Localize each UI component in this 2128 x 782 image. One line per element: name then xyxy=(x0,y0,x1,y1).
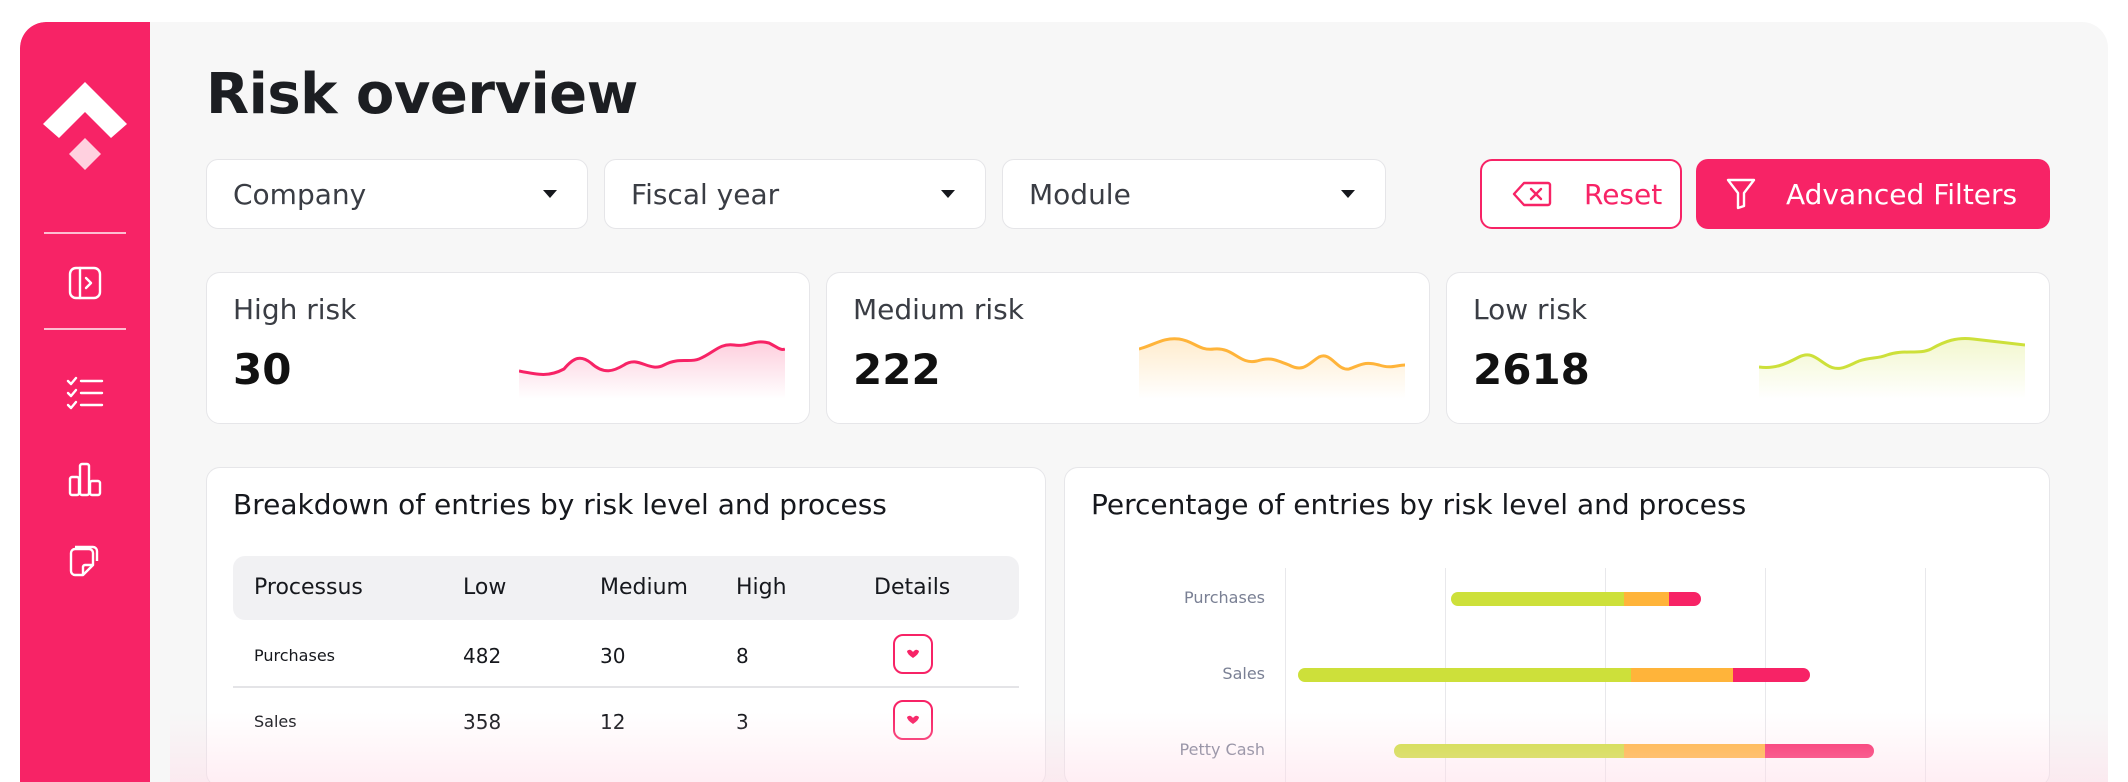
brand-logo[interactable] xyxy=(41,80,129,186)
grid-line xyxy=(1925,568,1926,782)
column-header: Processus xyxy=(254,575,363,600)
caret-down-icon xyxy=(941,190,955,198)
medium-cell: 30 xyxy=(600,644,626,668)
low-cell: 358 xyxy=(463,710,502,734)
kpi-value: 222 xyxy=(853,345,941,394)
high-cell: 3 xyxy=(736,710,749,734)
heart-dropdown-icon xyxy=(907,649,919,658)
breakdown-panel: Breakdown of entries by risk level and p… xyxy=(206,467,1046,782)
low-risk-sparkline xyxy=(1759,337,2025,399)
bar-segment-low xyxy=(1297,668,1631,682)
column-header: High xyxy=(736,575,787,600)
process-cell: Purchases xyxy=(254,646,335,665)
documents-icon[interactable] xyxy=(64,540,106,582)
high-risk-sparkline xyxy=(519,340,785,399)
bar-segment-low xyxy=(1451,592,1625,606)
stacked-bar[interactable] xyxy=(1451,592,1701,606)
table-header: Processus Low Medium High Details xyxy=(233,556,1019,620)
fiscal-year-dropdown[interactable]: Fiscal year xyxy=(604,159,986,229)
reset-button-label: Reset xyxy=(1584,177,1663,211)
grid-line xyxy=(1285,568,1286,782)
app-window: Risk overview Company Fiscal year Module… xyxy=(20,22,2108,782)
advanced-filters-button[interactable]: Advanced Filters xyxy=(1696,159,2050,229)
bar-segment-high xyxy=(1732,668,1810,682)
caret-down-icon xyxy=(1341,190,1355,198)
column-header: Low xyxy=(463,575,507,600)
reset-button[interactable]: Reset xyxy=(1480,159,1682,229)
table-row: Sales 358 12 3 xyxy=(233,688,1019,754)
table-row: Purchases 482 30 8 xyxy=(233,622,1019,688)
bar-segment-medium xyxy=(1624,592,1669,606)
process-cell: Sales xyxy=(254,712,297,731)
advanced-filters-label: Advanced Filters xyxy=(1786,177,2018,211)
percentage-title: Percentage of entries by risk level and … xyxy=(1091,488,1747,521)
kpi-value: 30 xyxy=(233,345,292,394)
category-label: Purchases xyxy=(1184,588,1265,607)
sidebar-divider xyxy=(44,328,126,330)
page-title: Risk overview xyxy=(206,62,638,127)
kpi-label: Medium risk xyxy=(853,293,1024,326)
stacked-bar[interactable] xyxy=(1297,668,1810,682)
heart-dropdown-icon xyxy=(907,715,919,724)
kpi-label: High risk xyxy=(233,293,357,326)
column-header: Details xyxy=(874,575,951,600)
bar-segment-low xyxy=(1393,744,1625,758)
medium-cell: 12 xyxy=(600,710,626,734)
company-dropdown-label: Company xyxy=(233,177,367,211)
funnel-icon xyxy=(1726,178,1756,210)
kpi-label: Low risk xyxy=(1473,293,1588,326)
backspace-icon xyxy=(1512,181,1552,207)
details-button[interactable] xyxy=(893,700,933,740)
high-cell: 8 xyxy=(736,644,749,668)
medium-risk-sparkline xyxy=(1139,337,1405,399)
sidebar xyxy=(20,22,150,782)
column-header: Medium xyxy=(600,575,688,600)
kpi-card-low: Low risk 2618 xyxy=(1446,272,2050,424)
breakdown-title: Breakdown of entries by risk level and p… xyxy=(233,488,887,521)
kpi-value: 2618 xyxy=(1473,345,1590,394)
toggle-sidebar-icon[interactable] xyxy=(64,262,106,304)
stacked-bar[interactable] xyxy=(1393,744,1874,758)
checklist-icon[interactable] xyxy=(64,372,106,414)
company-dropdown[interactable]: Company xyxy=(206,159,588,229)
sidebar-divider xyxy=(44,232,126,234)
details-button[interactable] xyxy=(893,634,933,674)
low-cell: 482 xyxy=(463,644,502,668)
module-dropdown-label: Module xyxy=(1029,177,1131,211)
bar-chart-icon[interactable] xyxy=(64,458,106,500)
kpi-card-medium: Medium risk 222 xyxy=(826,272,1430,424)
bar-segment-medium xyxy=(1630,668,1733,682)
category-label: Petty Cash xyxy=(1179,740,1265,759)
percentage-panel: Percentage of entries by risk level and … xyxy=(1064,467,2050,782)
fiscal-year-dropdown-label: Fiscal year xyxy=(631,177,780,211)
bar-segment-high xyxy=(1668,592,1701,606)
bar-segment-high xyxy=(1764,744,1874,758)
module-dropdown[interactable]: Module xyxy=(1002,159,1386,229)
bar-segment-medium xyxy=(1624,744,1765,758)
kpi-card-high: High risk 30 xyxy=(206,272,810,424)
caret-down-icon xyxy=(543,190,557,198)
category-label: Sales xyxy=(1222,664,1265,683)
